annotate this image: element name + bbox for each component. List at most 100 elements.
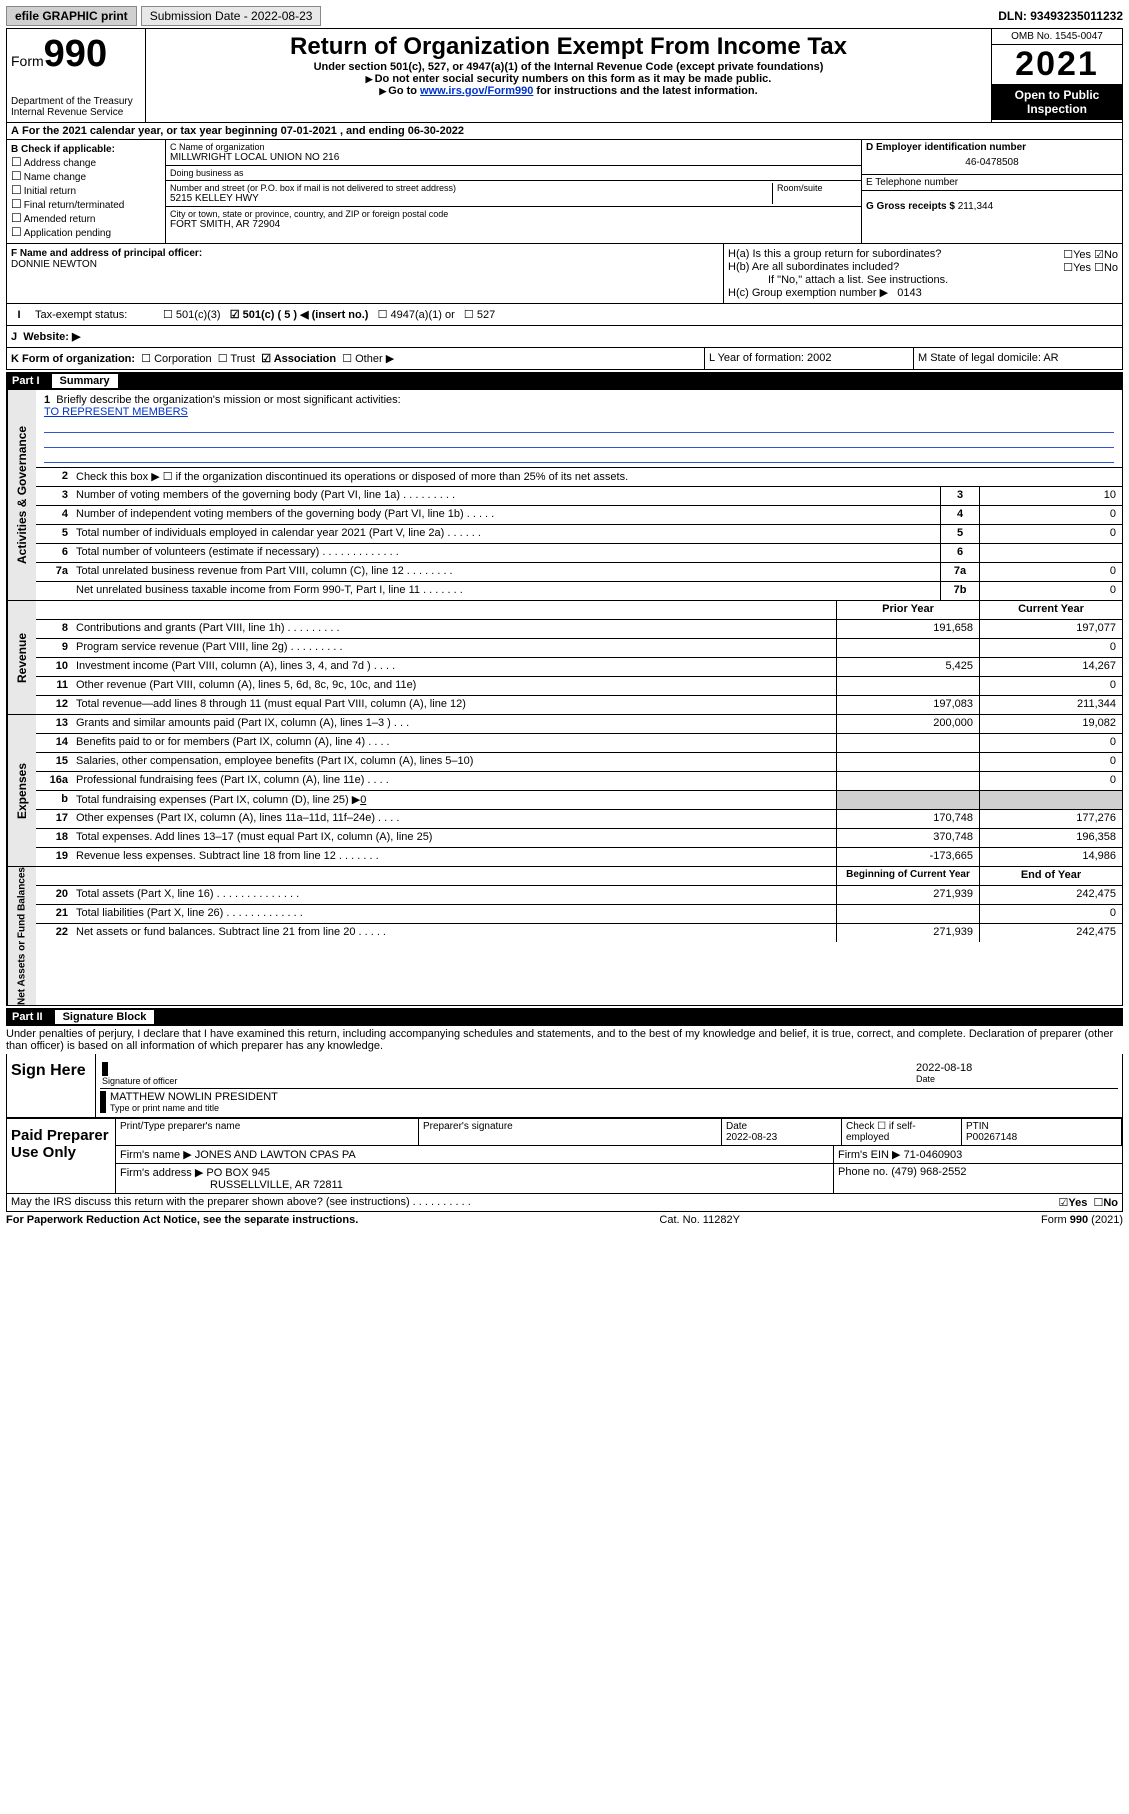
cat-no: Cat. No. 11282Y: [659, 1214, 740, 1226]
line19-curr: 14,986: [979, 848, 1122, 866]
line11: Other revenue (Part VIII, column (A), li…: [72, 677, 836, 695]
line20-beg: 271,939: [836, 886, 979, 904]
form990-link[interactable]: www.irs.gov/Form990: [420, 85, 533, 97]
box-c: C Name of organization MILLWRIGHT LOCAL …: [166, 140, 861, 243]
part2-title: Signature Block: [55, 1010, 155, 1024]
may-discuss-answer[interactable]: ☑Yes ☐No: [1059, 1196, 1119, 1209]
hb-note: If "No," attach a list. See instructions…: [728, 274, 1118, 286]
line15-curr: 0: [979, 753, 1122, 771]
may-discuss-text: May the IRS discuss this return with the…: [11, 1196, 471, 1209]
gov-side-label: Activities & Governance: [7, 390, 36, 600]
prior-year-hdr: Prior Year: [836, 601, 979, 619]
prep-sig-hdr: Preparer's signature: [419, 1119, 722, 1146]
box-b: B Check if applicable: ☐Address change ☐…: [7, 140, 166, 243]
line16b-prior: [836, 791, 979, 809]
street-address: 5215 KELLEY HWY: [170, 193, 772, 204]
chk-501c[interactable]: ☑ 501(c) ( 5 ) ◀ (insert no.): [230, 309, 369, 321]
prep-self-emp[interactable]: Check ☐ if self-employed: [842, 1119, 962, 1146]
sign-here-label: Sign Here: [7, 1054, 96, 1117]
form-footer: Form 990 (2021): [1041, 1214, 1123, 1226]
goto-pre: Go to: [388, 85, 420, 97]
box-deg: D Employer identification number 46-0478…: [861, 140, 1122, 243]
chk-amended[interactable]: ☐Amended return: [11, 211, 161, 225]
current-year-hdr: Current Year: [979, 601, 1122, 619]
line14-prior: [836, 734, 979, 752]
chk-other[interactable]: ☐ Other ▶: [342, 353, 394, 365]
chk-trust[interactable]: ☐ Trust: [218, 353, 255, 365]
expenses-section: Expenses 13Grants and similar amounts pa…: [6, 715, 1123, 867]
chk-501c3[interactable]: ☐ 501(c)(3): [163, 309, 221, 321]
open-public: Open to Public Inspection: [992, 84, 1122, 120]
tax-exempt-label: Tax-exempt status:: [31, 305, 159, 325]
subtitle-1: Under section 501(c), 527, or 4947(a)(1)…: [150, 61, 987, 73]
gov-section: Activities & Governance 1 Briefly descri…: [6, 390, 1123, 601]
chk-name[interactable]: ☐Name change: [11, 169, 161, 183]
line3-val: 10: [979, 487, 1122, 505]
omb-number: OMB No. 1545-0047: [992, 29, 1122, 45]
line14: Benefits paid to or for members (Part IX…: [72, 734, 836, 752]
firm-phone-label: Phone no.: [838, 1166, 888, 1178]
mission-text[interactable]: TO REPRESENT MEMBERS: [44, 406, 188, 418]
line11-prior: [836, 677, 979, 695]
c-name-label: C Name of organization: [170, 142, 857, 152]
line20-end: 242,475: [979, 886, 1122, 904]
chk-address[interactable]: ☐Address change: [11, 155, 161, 169]
efile-button[interactable]: efile GRAPHIC print: [6, 6, 137, 26]
box-h: H(a) Is this a group return for subordin…: [723, 244, 1122, 303]
state-domicile: M State of legal domicile: AR: [913, 348, 1122, 369]
chk-final[interactable]: ☐Final return/terminated: [11, 197, 161, 211]
chk-corp[interactable]: ☐ Corporation: [141, 353, 211, 365]
city-label: City or town, state or province, country…: [170, 209, 857, 219]
line10-curr: 14,267: [979, 658, 1122, 676]
line16a-prior: [836, 772, 979, 790]
paid-preparer-label: Paid Preparer Use Only: [7, 1119, 116, 1193]
chk-pending[interactable]: ☐Application pending: [11, 225, 161, 239]
gross-label: G Gross receipts $: [866, 201, 955, 212]
sig-officer-label: Signature of officer: [102, 1076, 916, 1086]
line19-prior: -173,665: [836, 848, 979, 866]
paid-preparer-section: Paid Preparer Use Only Print/Type prepar…: [6, 1118, 1123, 1194]
line9: Program service revenue (Part VIII, line…: [72, 639, 836, 657]
hc-value: 0143: [897, 287, 921, 299]
may-discuss-row: May the IRS discuss this return with the…: [6, 1194, 1123, 1212]
form-title: Return of Organization Exempt From Incom…: [150, 33, 987, 61]
ha-answer[interactable]: ☐Yes ☑No: [1063, 248, 1118, 261]
top-bar: efile GRAPHIC print Submission Date - 20…: [6, 6, 1123, 26]
ha-label: H(a) Is this a group return for subordin…: [728, 248, 941, 261]
line15-prior: [836, 753, 979, 771]
line16b: Total fundraising expenses (Part IX, col…: [72, 791, 836, 809]
chk-assoc[interactable]: ☑ Association: [261, 353, 336, 365]
row-i: I Tax-exempt status: ☐ 501(c)(3) ☑ 501(c…: [6, 304, 1123, 326]
line8-prior: 191,658: [836, 620, 979, 638]
line5: Total number of individuals employed in …: [72, 525, 940, 543]
line22: Net assets or fund balances. Subtract li…: [72, 924, 836, 942]
line13: Grants and similar amounts paid (Part IX…: [72, 715, 836, 733]
sign-section: Sign Here Signature of officer 2022-08-1…: [6, 1054, 1123, 1118]
line7b: Net unrelated business taxable income fr…: [72, 582, 940, 600]
line6-val: [979, 544, 1122, 562]
page-footer: For Paperwork Reduction Act Notice, see …: [6, 1212, 1123, 1226]
chk-initial[interactable]: ☐Initial return: [11, 183, 161, 197]
box-b-label: B Check if applicable:: [11, 144, 161, 155]
firm-ein-label: Firm's EIN ▶: [838, 1149, 901, 1161]
line20: Total assets (Part X, line 16) . . . . .…: [72, 886, 836, 904]
chk-4947[interactable]: ☐ 4947(a)(1) or: [378, 309, 455, 321]
chk-527[interactable]: ☐ 527: [464, 309, 495, 321]
website-label: Website: ▶: [23, 331, 80, 343]
line3: Number of voting members of the governin…: [72, 487, 940, 505]
sign-date: 2022-08-18: [916, 1062, 1116, 1074]
exp-side-label: Expenses: [7, 715, 36, 866]
dln: DLN: 93493235011232: [998, 9, 1123, 23]
line12: Total revenue—add lines 8 through 11 (mu…: [72, 696, 836, 714]
line8: Contributions and grants (Part VIII, lin…: [72, 620, 836, 638]
hb-answer[interactable]: ☐Yes ☐No: [1063, 261, 1118, 274]
subtitle-3: Go to www.irs.gov/Form990 for instructio…: [150, 85, 987, 97]
firm-name-label: Firm's name ▶: [120, 1149, 192, 1161]
line21-beg: [836, 905, 979, 923]
dba-label: Doing business as: [170, 168, 857, 178]
prep-date: Date2022-08-23: [722, 1119, 842, 1146]
line15: Salaries, other compensation, employee b…: [72, 753, 836, 771]
officer-name-label: Type or print name and title: [110, 1103, 1118, 1113]
penalty-statement: Under penalties of perjury, I declare th…: [6, 1026, 1123, 1054]
line10: Investment income (Part VIII, column (A)…: [72, 658, 836, 676]
